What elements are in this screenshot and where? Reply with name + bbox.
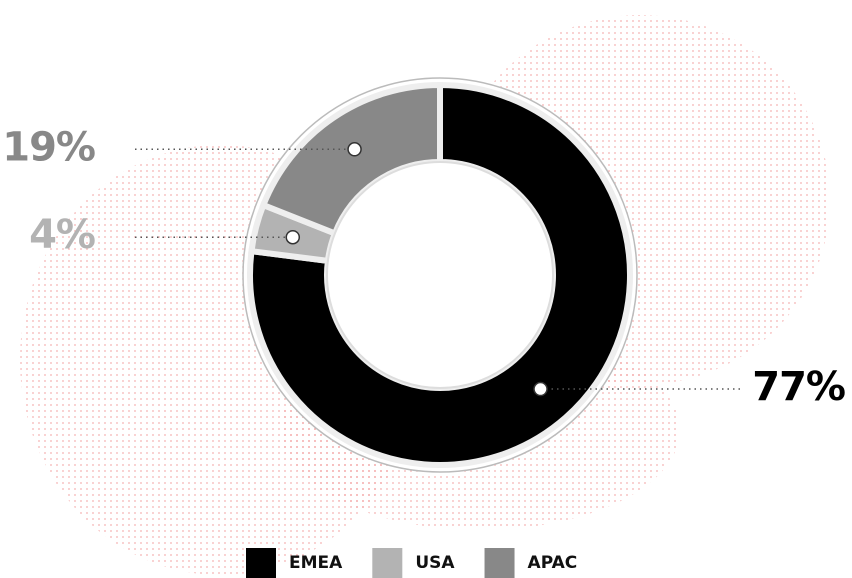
labels: 77% 4% 19% (2, 124, 846, 410)
marker (285, 229, 301, 245)
legend-swatch (246, 548, 276, 578)
legend: EMEA USA APAC (246, 548, 577, 578)
legend-label: USA (415, 553, 455, 573)
marker (347, 142, 362, 157)
value-label: 77% (752, 364, 845, 410)
value-label: 19% (2, 124, 95, 170)
legend-swatch (484, 548, 515, 578)
legend-label: EMEA (289, 553, 343, 573)
legend-swatch (372, 548, 403, 578)
slices (247, 81, 633, 468)
legend-label: APAC (528, 553, 578, 573)
marker (533, 381, 548, 397)
value-label: 4% (29, 212, 95, 258)
donut-hole (326, 161, 554, 389)
